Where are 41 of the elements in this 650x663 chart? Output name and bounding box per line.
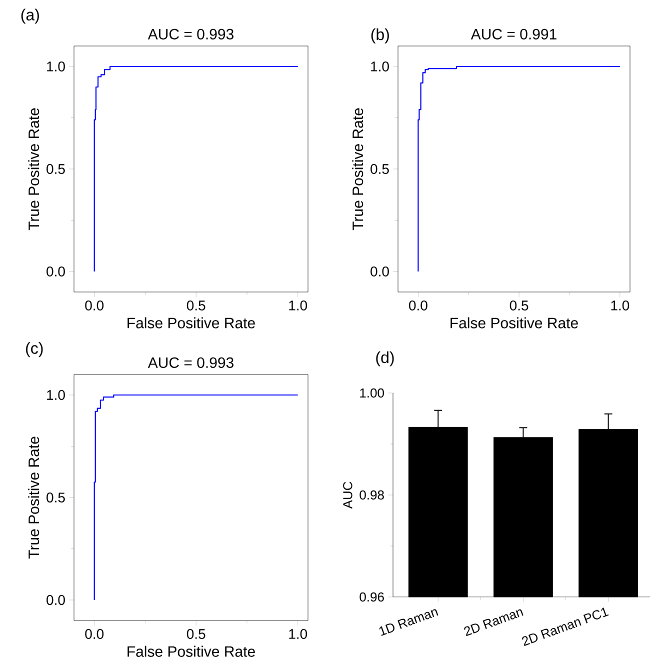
y-tick-label: 0.0	[46, 266, 65, 276]
y-tick-label: 0.5	[46, 164, 65, 174]
text: (c)	[26, 342, 43, 358]
line-series	[418, 66, 620, 272]
x-tick-label: 0.0	[409, 300, 428, 310]
y-tick-label: 0.0	[370, 266, 389, 276]
x-tick-label: 1D Raman	[379, 609, 438, 636]
x-axis-title: False Positive Rate	[450, 317, 578, 328]
x-tick-label: 0.0	[85, 629, 104, 639]
x-tick-label: 1.0	[289, 629, 308, 639]
x-axis-title: False Positive Rate	[128, 317, 255, 328]
chart-title: AUC = 0.993	[148, 28, 234, 40]
y-axis-title: True Positive Rate	[28, 108, 40, 230]
x-tick-label: 0.0	[85, 300, 104, 310]
text: (a)	[21, 8, 39, 24]
text: (d)	[376, 351, 394, 366]
y-tick-label: 0.98	[360, 490, 384, 500]
y-axis-title: True Positive Rate	[28, 436, 40, 559]
x-tick-label: 2D Raman PC1	[522, 608, 609, 646]
y-tick-label: 0.5	[46, 492, 65, 502]
line-series	[94, 66, 298, 272]
y-tick-label: 1.0	[371, 62, 389, 72]
y-tick-label: 0.96	[360, 592, 384, 602]
y-axis-title: True Positive Rate	[352, 108, 364, 230]
x-tick-label: 0.5	[510, 300, 528, 310]
y-tick-label: 0.5	[370, 164, 389, 174]
x-tick-label: 0.5	[186, 300, 206, 310]
y-tick-label: 1.0	[47, 390, 65, 400]
x-tick-label: 0.5	[186, 629, 206, 639]
y-tick-label: 1.00	[360, 388, 384, 398]
line-series	[94, 394, 298, 601]
y-axis-title: AUC	[343, 482, 352, 509]
x-tick-label: 1.0	[289, 300, 308, 310]
x-tick-label: 2D Raman	[464, 609, 524, 636]
chart-title: AUC = 0.993	[148, 357, 234, 368]
y-tick-label: 0.0	[46, 595, 65, 605]
text: (b)	[371, 28, 389, 44]
x-axis-title: False Positive Rate	[128, 646, 255, 657]
chart-title: AUC = 0.991	[470, 28, 556, 40]
y-tick-label: 1.0	[47, 62, 65, 72]
x-tick-label: 1.0	[611, 300, 630, 310]
